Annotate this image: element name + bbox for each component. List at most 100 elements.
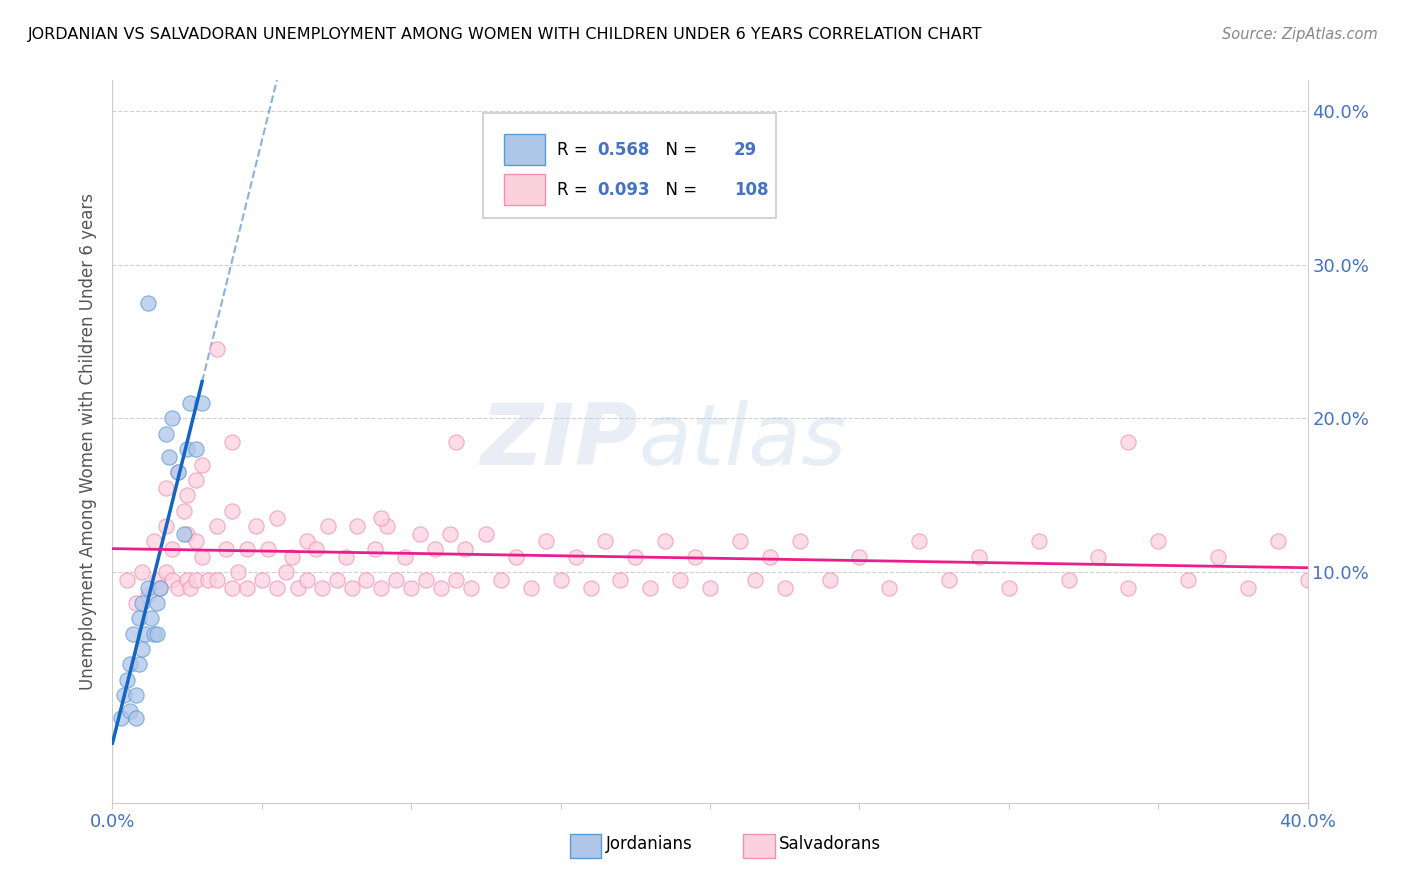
Text: 29: 29 bbox=[734, 141, 758, 160]
Point bbox=[908, 534, 931, 549]
Point bbox=[475, 526, 498, 541]
Point bbox=[205, 573, 228, 587]
FancyBboxPatch shape bbox=[571, 834, 602, 858]
Y-axis label: Unemployment Among Women with Children Under 6 years: Unemployment Among Women with Children U… bbox=[79, 193, 97, 690]
Point bbox=[173, 504, 195, 518]
Point bbox=[1028, 534, 1050, 549]
Point bbox=[409, 526, 432, 541]
Point bbox=[173, 526, 195, 541]
Point bbox=[281, 549, 304, 564]
Point bbox=[789, 534, 811, 549]
Point bbox=[624, 549, 647, 564]
Point bbox=[377, 519, 399, 533]
Point bbox=[128, 657, 150, 672]
Point bbox=[176, 488, 198, 502]
Point bbox=[176, 573, 198, 587]
Point bbox=[236, 542, 259, 557]
Point bbox=[149, 581, 172, 595]
Point bbox=[146, 573, 169, 587]
Point bbox=[998, 581, 1021, 595]
Point bbox=[394, 549, 416, 564]
Point bbox=[340, 581, 363, 595]
FancyBboxPatch shape bbox=[505, 174, 546, 204]
Point bbox=[215, 542, 238, 557]
Point bbox=[257, 542, 280, 557]
Text: Jordanians: Jordanians bbox=[606, 835, 693, 853]
Point bbox=[520, 581, 543, 595]
Point bbox=[155, 519, 177, 533]
Point bbox=[879, 581, 901, 595]
Point bbox=[155, 565, 177, 579]
Point bbox=[245, 519, 267, 533]
Point bbox=[287, 581, 309, 595]
Point bbox=[385, 573, 408, 587]
Point bbox=[346, 519, 368, 533]
Point bbox=[1237, 581, 1260, 595]
Point bbox=[110, 711, 132, 725]
Point bbox=[134, 626, 156, 640]
Point bbox=[167, 465, 190, 479]
Text: N =: N = bbox=[655, 141, 703, 160]
Point bbox=[186, 573, 208, 587]
Text: ZIP: ZIP bbox=[481, 400, 638, 483]
Point bbox=[128, 611, 150, 625]
Point bbox=[595, 534, 617, 549]
Point bbox=[454, 542, 477, 557]
Point bbox=[609, 573, 631, 587]
Point bbox=[186, 442, 208, 457]
Point bbox=[439, 526, 461, 541]
Point bbox=[1118, 434, 1140, 449]
Point bbox=[146, 596, 169, 610]
Point bbox=[141, 611, 163, 625]
Point bbox=[1206, 549, 1229, 564]
Point bbox=[1177, 573, 1199, 587]
Point bbox=[444, 434, 467, 449]
Point bbox=[316, 519, 339, 533]
Point bbox=[176, 526, 198, 541]
Point bbox=[848, 549, 870, 564]
Point bbox=[162, 542, 183, 557]
Point bbox=[155, 481, 177, 495]
Text: 0.568: 0.568 bbox=[598, 141, 650, 160]
Point bbox=[505, 549, 527, 564]
Point bbox=[143, 534, 166, 549]
Point bbox=[1057, 573, 1080, 587]
Point bbox=[364, 542, 387, 557]
Point bbox=[401, 581, 423, 595]
Point bbox=[1296, 573, 1319, 587]
Point bbox=[138, 296, 160, 310]
Point bbox=[967, 549, 990, 564]
Text: R =: R = bbox=[557, 141, 593, 160]
Text: 108: 108 bbox=[734, 181, 769, 199]
Point bbox=[266, 511, 288, 525]
Point bbox=[699, 581, 721, 595]
Point bbox=[430, 581, 453, 595]
Point bbox=[157, 450, 180, 464]
Point bbox=[146, 626, 169, 640]
Point bbox=[167, 465, 190, 479]
Point bbox=[534, 534, 557, 549]
Point bbox=[564, 549, 586, 564]
Point bbox=[444, 573, 467, 587]
Point bbox=[131, 596, 153, 610]
Point bbox=[162, 573, 183, 587]
Point bbox=[266, 581, 288, 595]
Point bbox=[654, 534, 676, 549]
Point bbox=[186, 473, 208, 487]
Point bbox=[311, 581, 333, 595]
Point bbox=[744, 573, 766, 587]
Point bbox=[122, 626, 145, 640]
Point bbox=[221, 581, 243, 595]
Point bbox=[191, 458, 214, 472]
FancyBboxPatch shape bbox=[744, 834, 775, 858]
Point bbox=[236, 581, 259, 595]
Point bbox=[938, 573, 960, 587]
Point bbox=[274, 565, 297, 579]
Point bbox=[120, 704, 142, 718]
Point bbox=[295, 534, 318, 549]
Text: 0.093: 0.093 bbox=[598, 181, 651, 199]
Point bbox=[191, 396, 214, 410]
Point bbox=[205, 519, 228, 533]
Point bbox=[579, 581, 602, 595]
Text: atlas: atlas bbox=[638, 400, 846, 483]
